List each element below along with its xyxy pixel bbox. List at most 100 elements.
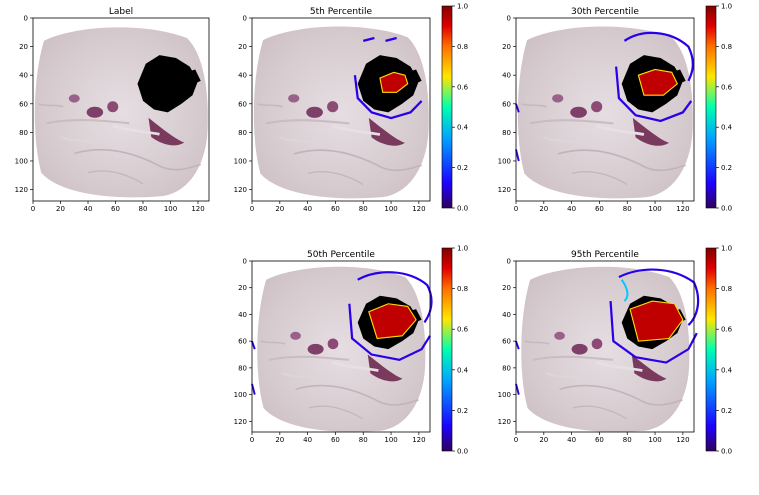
y-tick-label: 20 xyxy=(19,43,28,51)
y-tick-label: 120 xyxy=(234,186,247,194)
colorbar-tick-label: 0.8 xyxy=(721,285,732,293)
x-tick-label: 100 xyxy=(648,436,661,444)
x-tick-label: 60 xyxy=(595,205,604,213)
x-tick-label: 100 xyxy=(648,205,661,213)
panel-title: 5th Percentile xyxy=(310,7,373,17)
uncertainty-contour xyxy=(515,103,520,162)
y-tick-label: 60 xyxy=(502,100,511,108)
x-tick-label: 80 xyxy=(359,205,368,213)
colorbar-gradient xyxy=(705,247,717,452)
y-tick-label: 40 xyxy=(238,311,247,319)
x-tick-label: 20 xyxy=(56,205,65,213)
colorbar-tick-label: 0.2 xyxy=(721,407,732,415)
colorbar-tick-label: 1.0 xyxy=(721,245,732,253)
uncertainty-contour xyxy=(353,36,423,120)
label-overlay xyxy=(396,69,422,87)
y-tick-label: 80 xyxy=(238,364,247,372)
uncertainty-edge xyxy=(637,68,679,96)
uncertainty-edge xyxy=(368,303,417,340)
y-tick-label: 120 xyxy=(15,186,28,194)
uncertainty-contour xyxy=(615,31,694,123)
y-tick-label: 80 xyxy=(19,129,28,137)
x-tick-label: 120 xyxy=(191,205,204,213)
colorbar-tick-label: 0.0 xyxy=(457,448,468,456)
uncertainty-contour xyxy=(251,340,256,395)
colorbar: 0.0 0.2 0.4 0.6 0.8 1.0 xyxy=(705,3,733,213)
y-tick-label: 20 xyxy=(502,284,511,292)
colorbar-tick-label: 0.0 xyxy=(457,205,468,213)
x-tick-label: 0 xyxy=(31,205,35,213)
y-tick-label: 0 xyxy=(24,15,28,23)
colorbar-tick-label: 0.8 xyxy=(457,285,468,293)
colorbar-tick-label: 0.8 xyxy=(721,43,732,51)
colorbar-tick-label: 0.6 xyxy=(457,326,469,334)
uncertainty-edge xyxy=(379,71,409,93)
x-tick-label: 60 xyxy=(111,205,120,213)
y-tick-label: 100 xyxy=(234,391,247,399)
x-tick-label: 60 xyxy=(595,436,604,444)
x-tick-label: 60 xyxy=(331,205,340,213)
label-overlay xyxy=(137,55,198,113)
x-tick-label: 40 xyxy=(567,436,576,444)
panels: Label 0 20 40 60 80 100 120 0 20 40 60 80 100 120 5th P… xyxy=(15,3,733,456)
x-tick-label: 60 xyxy=(331,436,340,444)
x-tick-label: 0 xyxy=(250,436,254,444)
overlay xyxy=(515,31,694,162)
uncertainty-edge xyxy=(629,300,684,342)
colorbar-gradient xyxy=(705,5,717,209)
panel-title: 95th Percentile xyxy=(571,250,639,260)
x-tick-label: 20 xyxy=(275,205,284,213)
y-tick-label: 120 xyxy=(498,186,511,194)
panel-p50: 50th Percentile 0 20 40 60 80 100 120 0 20 40 60 80 1… xyxy=(234,245,469,456)
x-tick-label: 0 xyxy=(514,436,518,444)
y-tick-label: 60 xyxy=(19,100,28,108)
uncertainty-core xyxy=(638,69,678,96)
overlay xyxy=(353,36,423,120)
colorbar: 0.0 0.2 0.4 0.6 0.8 1.0 xyxy=(441,3,469,213)
overlay xyxy=(251,271,433,395)
colorbar-tick-label: 0.6 xyxy=(457,83,469,91)
uncertainty-contour xyxy=(348,271,433,361)
colorbar-tick-label: 0.2 xyxy=(457,407,468,415)
axes-frame xyxy=(251,260,431,433)
y-tick-label: 100 xyxy=(15,157,28,165)
uncertainty-core xyxy=(630,301,683,342)
colorbar: 0.0 0.2 0.4 0.6 0.8 1.0 xyxy=(705,245,733,456)
x-tick-label: 40 xyxy=(303,436,312,444)
x-tick-label: 40 xyxy=(567,205,576,213)
colorbar-tick-label: 1.0 xyxy=(457,3,468,11)
colorbar-tick-label: 0.0 xyxy=(721,448,732,456)
colorbar-tick-label: 0.4 xyxy=(457,366,469,374)
x-tick-label: 40 xyxy=(84,205,93,213)
axes-frame xyxy=(515,17,695,202)
colorbar: 0.0 0.2 0.4 0.6 0.8 1.0 xyxy=(441,245,469,456)
x-tick-label: 120 xyxy=(676,436,689,444)
y-tick-label: 40 xyxy=(502,72,511,80)
colorbar-tick-label: 0.4 xyxy=(457,124,469,132)
panel-p5: 5th Percentile 0 20 40 60 80 100 120 0 20 40 60 80 10… xyxy=(234,3,469,214)
colorbar-tick-label: 1.0 xyxy=(721,3,732,11)
y-tick-label: 0 xyxy=(243,258,247,266)
panel-title: 50th Percentile xyxy=(307,250,375,260)
colorbar-tick-label: 0.2 xyxy=(721,164,732,172)
y-tick-label: 0 xyxy=(507,15,511,23)
x-tick-label: 20 xyxy=(539,436,548,444)
colorbar-tick-label: 0.4 xyxy=(721,366,733,374)
colorbar-tick-label: 1.0 xyxy=(457,245,468,253)
colorbar-tick-label: 0.4 xyxy=(721,124,733,132)
x-tick-label: 100 xyxy=(384,436,397,444)
y-tick-label: 120 xyxy=(498,418,511,426)
panel-title: Label xyxy=(109,7,133,17)
x-tick-label: 40 xyxy=(303,205,312,213)
colorbar-tick-label: 0.0 xyxy=(721,205,732,213)
mri-image xyxy=(33,20,209,199)
uncertainty-core xyxy=(379,72,408,93)
x-tick-label: 0 xyxy=(250,205,254,213)
x-tick-label: 80 xyxy=(359,436,368,444)
axes-frame xyxy=(251,17,431,202)
x-tick-label: 80 xyxy=(623,205,632,213)
y-tick-label: 0 xyxy=(507,258,511,266)
colorbar-tick-label: 0.8 xyxy=(457,43,468,51)
mri-image xyxy=(516,19,694,200)
